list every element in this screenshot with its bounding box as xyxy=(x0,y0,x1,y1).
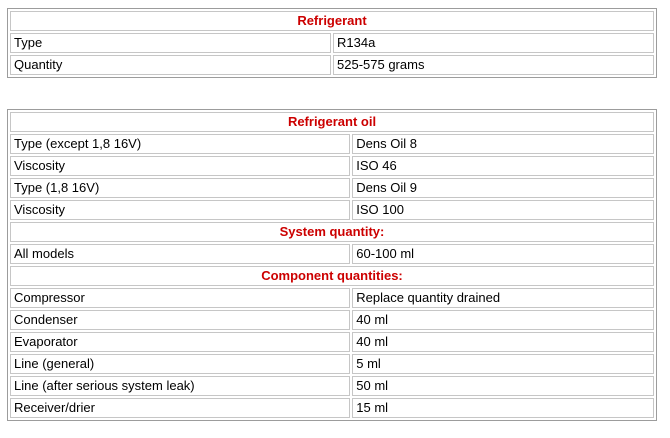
table-row: Line (after serious system leak) 50 ml xyxy=(10,376,654,396)
row-label: Viscosity xyxy=(10,200,351,220)
section-header-cell: Component quantities: xyxy=(10,266,654,286)
row-value: 60-100 ml xyxy=(352,244,654,264)
row-value: ISO 46 xyxy=(352,156,654,176)
table-row: Viscosity ISO 100 xyxy=(10,200,654,220)
section-header-row: System quantity: xyxy=(10,222,654,242)
table-row: Compressor Replace quantity drained xyxy=(10,288,654,308)
refrigerant-table: Refrigerant Type R134a Quantity 525-575 gram… xyxy=(7,8,657,78)
row-label: Condenser xyxy=(10,310,351,330)
row-label: Line (after serious system leak) xyxy=(10,376,351,396)
row-value: Replace quantity drained xyxy=(352,288,654,308)
refrigerant-oil-table: Refrigerant oil Type (except 1,8 16V) Dens… xyxy=(7,109,657,421)
row-value: Dens Oil 9 xyxy=(352,178,654,198)
section-header-row: Refrigerant oil xyxy=(10,112,654,132)
section-header-cell: Refrigerant xyxy=(10,11,654,31)
table-row: Receiver/drier 15 ml xyxy=(10,398,654,418)
row-label: Receiver/drier xyxy=(10,398,351,418)
row-label: Viscosity xyxy=(10,156,351,176)
row-label: Line (general) xyxy=(10,354,351,374)
section-header-row: Refrigerant xyxy=(10,11,654,31)
row-value: 40 ml xyxy=(352,310,654,330)
table-row: All models 60-100 ml xyxy=(10,244,654,264)
row-label: Evaporator xyxy=(10,332,351,352)
row-label: Type (1,8 16V) xyxy=(10,178,351,198)
row-value: Dens Oil 8 xyxy=(352,134,654,154)
table-row: Quantity 525-575 grams xyxy=(10,55,654,75)
section-header-cell: System quantity: xyxy=(10,222,654,242)
row-label: Quantity xyxy=(10,55,331,75)
row-label: All models xyxy=(10,244,351,264)
table-row: Type (1,8 16V) Dens Oil 9 xyxy=(10,178,654,198)
table-row: Type (except 1,8 16V) Dens Oil 8 xyxy=(10,134,654,154)
section-header-row: Component quantities: xyxy=(10,266,654,286)
row-value: 50 ml xyxy=(352,376,654,396)
table-row: Line (general) 5 ml xyxy=(10,354,654,374)
section-header-cell: Refrigerant oil xyxy=(10,112,654,132)
row-value: 5 ml xyxy=(352,354,654,374)
row-value: R134a xyxy=(333,33,654,53)
table-row: Evaporator 40 ml xyxy=(10,332,654,352)
row-label: Compressor xyxy=(10,288,351,308)
row-label: Type xyxy=(10,33,331,53)
row-value: 15 ml xyxy=(352,398,654,418)
table-row: Viscosity ISO 46 xyxy=(10,156,654,176)
row-value: 525-575 grams xyxy=(333,55,654,75)
row-label: Type (except 1,8 16V) xyxy=(10,134,351,154)
table-row: Condenser 40 ml xyxy=(10,310,654,330)
table-row: Type R134a xyxy=(10,33,654,53)
row-value: 40 ml xyxy=(352,332,654,352)
row-value: ISO 100 xyxy=(352,200,654,220)
